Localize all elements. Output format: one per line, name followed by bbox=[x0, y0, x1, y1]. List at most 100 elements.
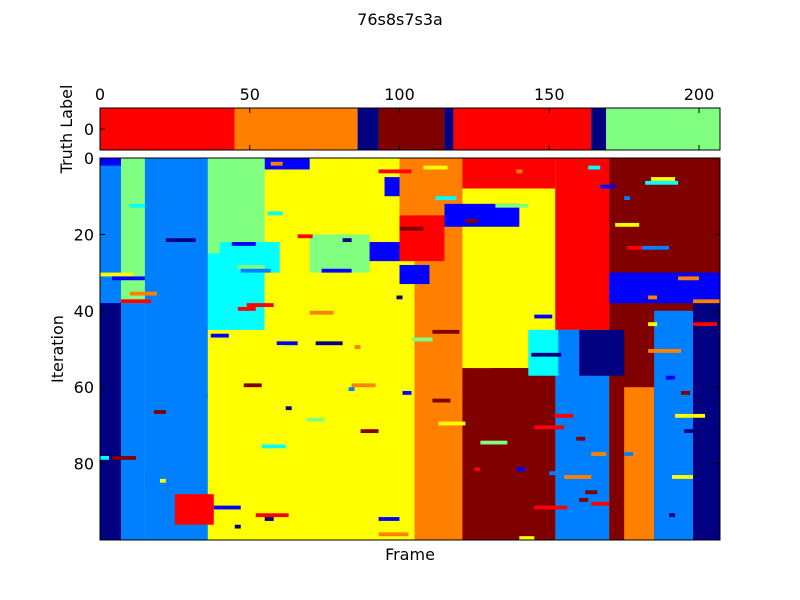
truth-segment bbox=[357, 108, 379, 150]
heatmap-patch bbox=[609, 272, 720, 304]
heatmap-cell bbox=[201, 394, 208, 399]
heatmap-cell bbox=[315, 341, 343, 346]
heatmap-cell bbox=[642, 245, 670, 250]
truth-ytick-label: 0 bbox=[84, 120, 94, 139]
heatmap-cell bbox=[588, 165, 601, 170]
heatmap-cell bbox=[480, 440, 508, 445]
heatmap-cell bbox=[534, 425, 565, 430]
truth-segment bbox=[234, 108, 358, 150]
heatmap-patch bbox=[579, 329, 625, 376]
heatmap-cell bbox=[255, 513, 289, 518]
heatmap-patch bbox=[624, 387, 655, 540]
truth-segment bbox=[444, 108, 454, 150]
heatmap-cell bbox=[378, 532, 409, 537]
heatmap-cell bbox=[129, 203, 145, 208]
heatmap-region bbox=[120, 303, 145, 540]
heatmap-cell bbox=[534, 314, 553, 319]
heatmap-cell bbox=[336, 444, 346, 449]
heatmap-cell bbox=[234, 524, 241, 529]
heatmap-cell bbox=[100, 455, 109, 460]
truth-xtick-label: 200 bbox=[684, 85, 715, 104]
truth-segment bbox=[606, 108, 720, 150]
heatmap-cell bbox=[348, 387, 355, 392]
heatmap-cell bbox=[261, 444, 286, 449]
heatmap-cell bbox=[120, 299, 151, 304]
heatmap-cell bbox=[231, 242, 256, 246]
truth-segment bbox=[453, 108, 592, 150]
heatmap-cell bbox=[342, 497, 370, 502]
heatmap-cell bbox=[438, 421, 466, 426]
heatmap-cell bbox=[672, 349, 679, 353]
heatmap-cell bbox=[591, 501, 610, 506]
truth-xtick-label: 50 bbox=[240, 85, 260, 104]
heatmap-cell bbox=[576, 436, 586, 441]
heatmap-cell bbox=[648, 322, 658, 327]
heatmap-cell bbox=[570, 436, 583, 441]
heatmap-patch bbox=[621, 158, 720, 216]
heatmap-cell bbox=[351, 383, 376, 388]
heatmap-cell bbox=[672, 475, 694, 479]
heatmap-cell bbox=[600, 184, 616, 189]
heatmap-frame bbox=[99, 157, 721, 541]
heatmap-cell bbox=[111, 455, 136, 460]
heatmap-cell bbox=[273, 345, 286, 349]
heatmap-cell bbox=[417, 161, 433, 166]
heatmap-cell bbox=[615, 222, 640, 227]
heatmap-cell bbox=[624, 452, 634, 456]
heatmap-cell bbox=[246, 303, 274, 307]
heatmap-cell bbox=[432, 398, 451, 403]
truth-segment bbox=[591, 108, 607, 150]
truth-xtick-label: 0 bbox=[95, 85, 105, 104]
heatmap-cell bbox=[579, 497, 589, 502]
heatmap-region bbox=[100, 158, 121, 304]
heatmap-patch bbox=[100, 158, 121, 166]
heatmap-cell bbox=[321, 268, 352, 273]
heatmap-cell bbox=[213, 505, 241, 510]
heatmap-cell bbox=[624, 196, 631, 201]
heatmap-cell bbox=[309, 310, 334, 315]
heatmap-cell bbox=[585, 490, 598, 495]
heatmap-cell bbox=[423, 165, 448, 170]
heatmap-cell bbox=[522, 230, 535, 235]
heatmap-cell bbox=[363, 440, 394, 445]
heatmap-cell bbox=[273, 192, 307, 197]
heatmap-patch bbox=[264, 158, 310, 170]
heatmap-cell bbox=[396, 295, 403, 300]
heatmap-cell bbox=[474, 467, 481, 472]
heatmap-cell bbox=[360, 429, 379, 434]
heatmap-cell bbox=[534, 505, 568, 510]
heatmap-cell bbox=[306, 417, 325, 422]
heatmap-ytick-label: 20 bbox=[74, 225, 94, 244]
heatmap-ytick-label: 0 bbox=[84, 149, 94, 168]
heatmap-cell bbox=[249, 486, 262, 491]
heatmap-cell bbox=[693, 322, 718, 327]
heatmap-cell bbox=[159, 478, 166, 483]
heatmap-cell bbox=[237, 306, 256, 311]
y-axis-label: Iteration bbox=[48, 315, 67, 383]
heatmap-cell bbox=[651, 177, 676, 181]
heatmap-cell bbox=[285, 406, 292, 411]
heatmap-patch bbox=[444, 203, 520, 227]
heatmap-region bbox=[414, 215, 463, 541]
heatmap-cell bbox=[399, 226, 424, 231]
heatmap-cell bbox=[111, 276, 145, 281]
heatmap-cell bbox=[465, 219, 478, 223]
heatmap-patch bbox=[693, 303, 720, 540]
heatmap-cell bbox=[129, 291, 157, 296]
iteration-heatmap bbox=[100, 158, 720, 541]
truth-strip-xticks: 0 50 100 150 200 bbox=[95, 85, 714, 150]
heatmap-cell bbox=[564, 475, 592, 479]
heatmap-cell bbox=[297, 234, 313, 239]
truth-segment bbox=[378, 108, 445, 150]
heatmap-ytick-label: 80 bbox=[74, 455, 94, 474]
heatmap-cell bbox=[549, 471, 559, 476]
heatmap-cell bbox=[693, 299, 720, 304]
heatmap-cell bbox=[210, 333, 229, 338]
heatmap-cell bbox=[267, 211, 283, 216]
heatmap-cell bbox=[354, 345, 361, 349]
truth-strip-yticks: 0 bbox=[84, 120, 105, 139]
heatmap-cell bbox=[237, 264, 265, 269]
heatmap-cell bbox=[516, 169, 523, 174]
heatmap-cell bbox=[270, 161, 283, 166]
heatmap-cell bbox=[435, 196, 457, 201]
